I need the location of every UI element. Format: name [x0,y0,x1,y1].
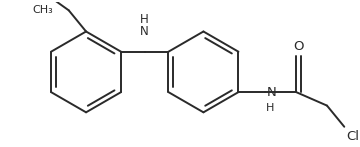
Text: N: N [266,86,276,99]
Text: H
N: H N [140,13,149,38]
Text: O: O [293,40,303,53]
Text: CH₃: CH₃ [33,5,53,15]
Text: Cl: Cl [346,130,359,143]
Text: H: H [266,103,274,113]
